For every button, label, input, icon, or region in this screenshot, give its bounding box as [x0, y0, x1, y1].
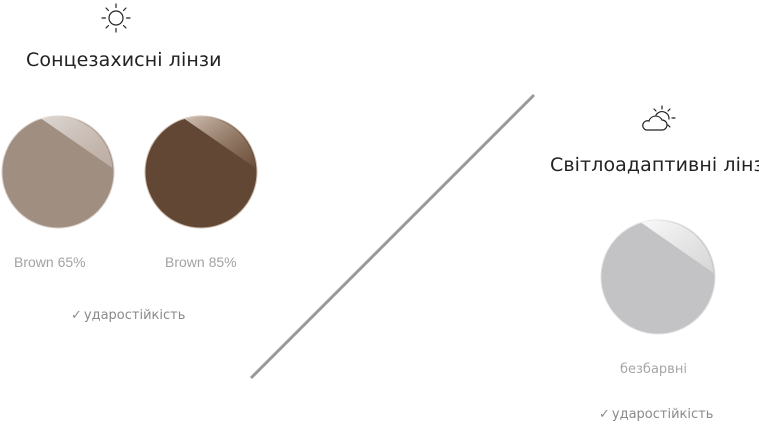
lens-label-brown-85: Brown 85% [165, 254, 237, 270]
feature-label: ударостійкість [83, 308, 186, 323]
feature-impact-resistant-photochromic: ✓ ударостійкість [599, 407, 713, 422]
checkmark-icon: ✓ [599, 407, 610, 422]
photochromic-title: Світлоадаптивні лінзи [550, 154, 759, 176]
lens-brown-85 [144, 115, 258, 229]
checkmark-icon: ✓ [71, 308, 82, 323]
feature-label: ударостійкість [611, 407, 714, 422]
lens-label-brown-65: Brown 65% [14, 254, 86, 270]
lens-clear [600, 219, 716, 335]
sun-cloud-icon [640, 104, 678, 136]
sun-icon [99, 2, 133, 36]
lens-label-clear: безбарвні [620, 362, 687, 377]
feature-impact-resistant-sun: ✓ ударостійкість [71, 308, 185, 323]
sunglasses-title: Сонцезахисні лінзи [26, 49, 222, 71]
lens-brown-65 [1, 115, 115, 229]
divider-line [248, 93, 538, 383]
